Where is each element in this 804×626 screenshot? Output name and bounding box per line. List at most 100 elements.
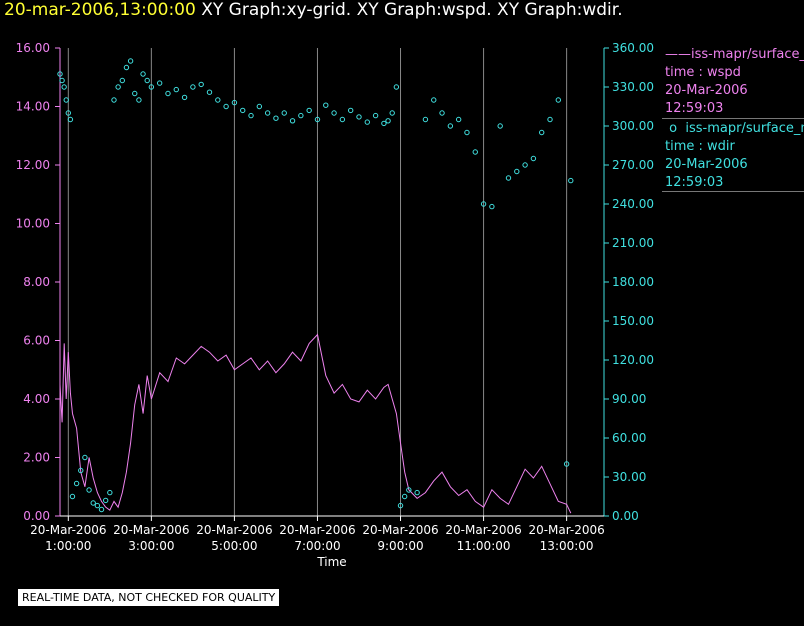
wdir-point	[464, 129, 470, 136]
x-tick-label-date: 20-Mar-2006	[362, 523, 438, 537]
legend-wdir-vars: time : wdir	[665, 139, 735, 154]
wdir-point	[281, 110, 287, 116]
y-right-tick-label: 270.00	[612, 158, 654, 172]
wdir-point	[539, 129, 545, 136]
legend-divider	[662, 118, 804, 119]
x-tick-label-time: 5:00:00	[211, 539, 257, 553]
wdir-point	[273, 115, 279, 121]
x-tick-label-date: 20-Mar-2006	[113, 523, 189, 537]
wdir-point	[248, 112, 254, 119]
wdir-point	[439, 110, 445, 116]
wdir-point	[331, 110, 337, 116]
wdir-point	[447, 123, 454, 129]
wdir-point	[63, 97, 69, 103]
legend-wspd: ——iss-mapr/surface_m time : wspd 20-Mar-…	[665, 46, 804, 118]
wdir-point	[414, 489, 420, 496]
wdir-point	[132, 90, 138, 97]
wdir-point	[530, 155, 537, 162]
x-tick-label-date: 20-Mar-2006	[196, 523, 272, 537]
wdir-point	[480, 201, 487, 207]
title-graph-names: XY Graph:xy-grid. XY Graph:wspd. XY Grap…	[201, 0, 623, 20]
x-tick-label-time: 3:00:00	[128, 539, 174, 553]
wdir-point	[59, 77, 65, 84]
wdir-point	[563, 461, 570, 467]
graph-title: 20-mar-2006,13:00:00 XY Graph:xy-grid. X…	[4, 0, 623, 20]
wdir-point	[393, 84, 400, 90]
y-right-tick-label: 210.00	[612, 236, 654, 250]
x-axis-label: Time	[317, 555, 347, 569]
wdir-point	[107, 489, 113, 496]
wdir-point	[401, 493, 408, 500]
y-right-tick-label: 90.00	[612, 392, 646, 406]
y-right-tick-label: 330.00	[612, 80, 654, 94]
y-left-tick-label: 16.00	[16, 41, 50, 55]
wdir-point	[140, 71, 146, 77]
y-left-tick-label: 14.00	[16, 100, 50, 114]
wdir-point	[57, 71, 63, 77]
wdir-point	[102, 497, 109, 504]
x-tick-label-time: 1:00:00	[45, 539, 91, 553]
legend-wdir: o iss-mapr/surface_m time : wdir 20-Mar-…	[665, 120, 804, 192]
wdir-point	[67, 116, 74, 123]
wdir-point	[264, 110, 271, 116]
wdir-point	[547, 116, 553, 123]
wdir-point	[215, 97, 221, 103]
wdir-point	[522, 162, 528, 168]
wdir-point	[119, 77, 125, 84]
wdir-point	[431, 97, 437, 103]
wdir-point	[306, 107, 312, 114]
wdir-point	[181, 94, 188, 101]
wdir-point	[136, 97, 142, 103]
y-left-tick-label: 0.00	[23, 509, 50, 523]
wdir-point	[65, 110, 72, 116]
wdir-point	[364, 119, 370, 125]
wdir-point	[497, 123, 503, 129]
wdir-point	[323, 102, 329, 108]
wdir-point	[173, 86, 179, 93]
legend-wspd-date: 20-Mar-2006	[665, 83, 748, 98]
x-tick-label-date: 20-Mar-2006	[279, 523, 355, 537]
y-right-tick-label: 180.00	[612, 275, 654, 289]
y-left-tick-label: 8.00	[23, 275, 50, 289]
y-right-tick-label: 360.00	[612, 41, 654, 55]
wspd-series-line	[59, 333, 572, 514]
y-left-tick-label: 10.00	[16, 217, 50, 231]
y-left-tick-label: 6.00	[23, 334, 50, 348]
wdir-point	[472, 149, 478, 155]
legend-wspd-name: ——iss-mapr/surface_m	[665, 47, 804, 62]
wdir-point	[231, 99, 238, 106]
wdir-point	[206, 89, 213, 95]
wdir-point	[73, 480, 80, 487]
legend-wdir-name: o iss-mapr/surface_m	[665, 121, 804, 136]
wdir-point	[489, 203, 495, 210]
y-right-tick-label: 300.00	[612, 119, 654, 133]
wdir-point	[156, 80, 163, 86]
wdir-point	[406, 487, 412, 493]
wdir-point	[78, 467, 84, 474]
wdir-point	[240, 107, 246, 114]
wdir-point	[385, 118, 391, 124]
wdir-point	[505, 175, 512, 181]
y-right-tick-label: 240.00	[612, 197, 654, 211]
wdir-point	[397, 502, 404, 509]
quality-notice: REAL-TIME DATA, NOT CHECKED FOR QUALITY	[18, 589, 280, 606]
legend-wdir-date: 20-Mar-2006	[665, 157, 748, 172]
wdir-point	[314, 116, 321, 123]
x-tick-label-time: 13:00:00	[540, 539, 594, 553]
wdir-point	[347, 107, 354, 114]
wdir-point	[86, 487, 92, 493]
legend-wdir-time: 12:59:03	[665, 175, 724, 190]
wdir-point	[94, 502, 101, 509]
y-right-tick-label: 0.00	[612, 509, 639, 523]
y-right-tick-label: 120.00	[612, 353, 654, 367]
wdir-point	[356, 114, 362, 120]
wdir-point	[98, 506, 105, 513]
wdir-point	[223, 103, 229, 110]
wdir-point	[123, 64, 130, 71]
wdir-point	[198, 81, 204, 88]
wdir-point	[389, 110, 395, 116]
wdir-point	[381, 120, 387, 127]
wdir-point	[289, 118, 296, 124]
wdir-point	[555, 97, 562, 103]
